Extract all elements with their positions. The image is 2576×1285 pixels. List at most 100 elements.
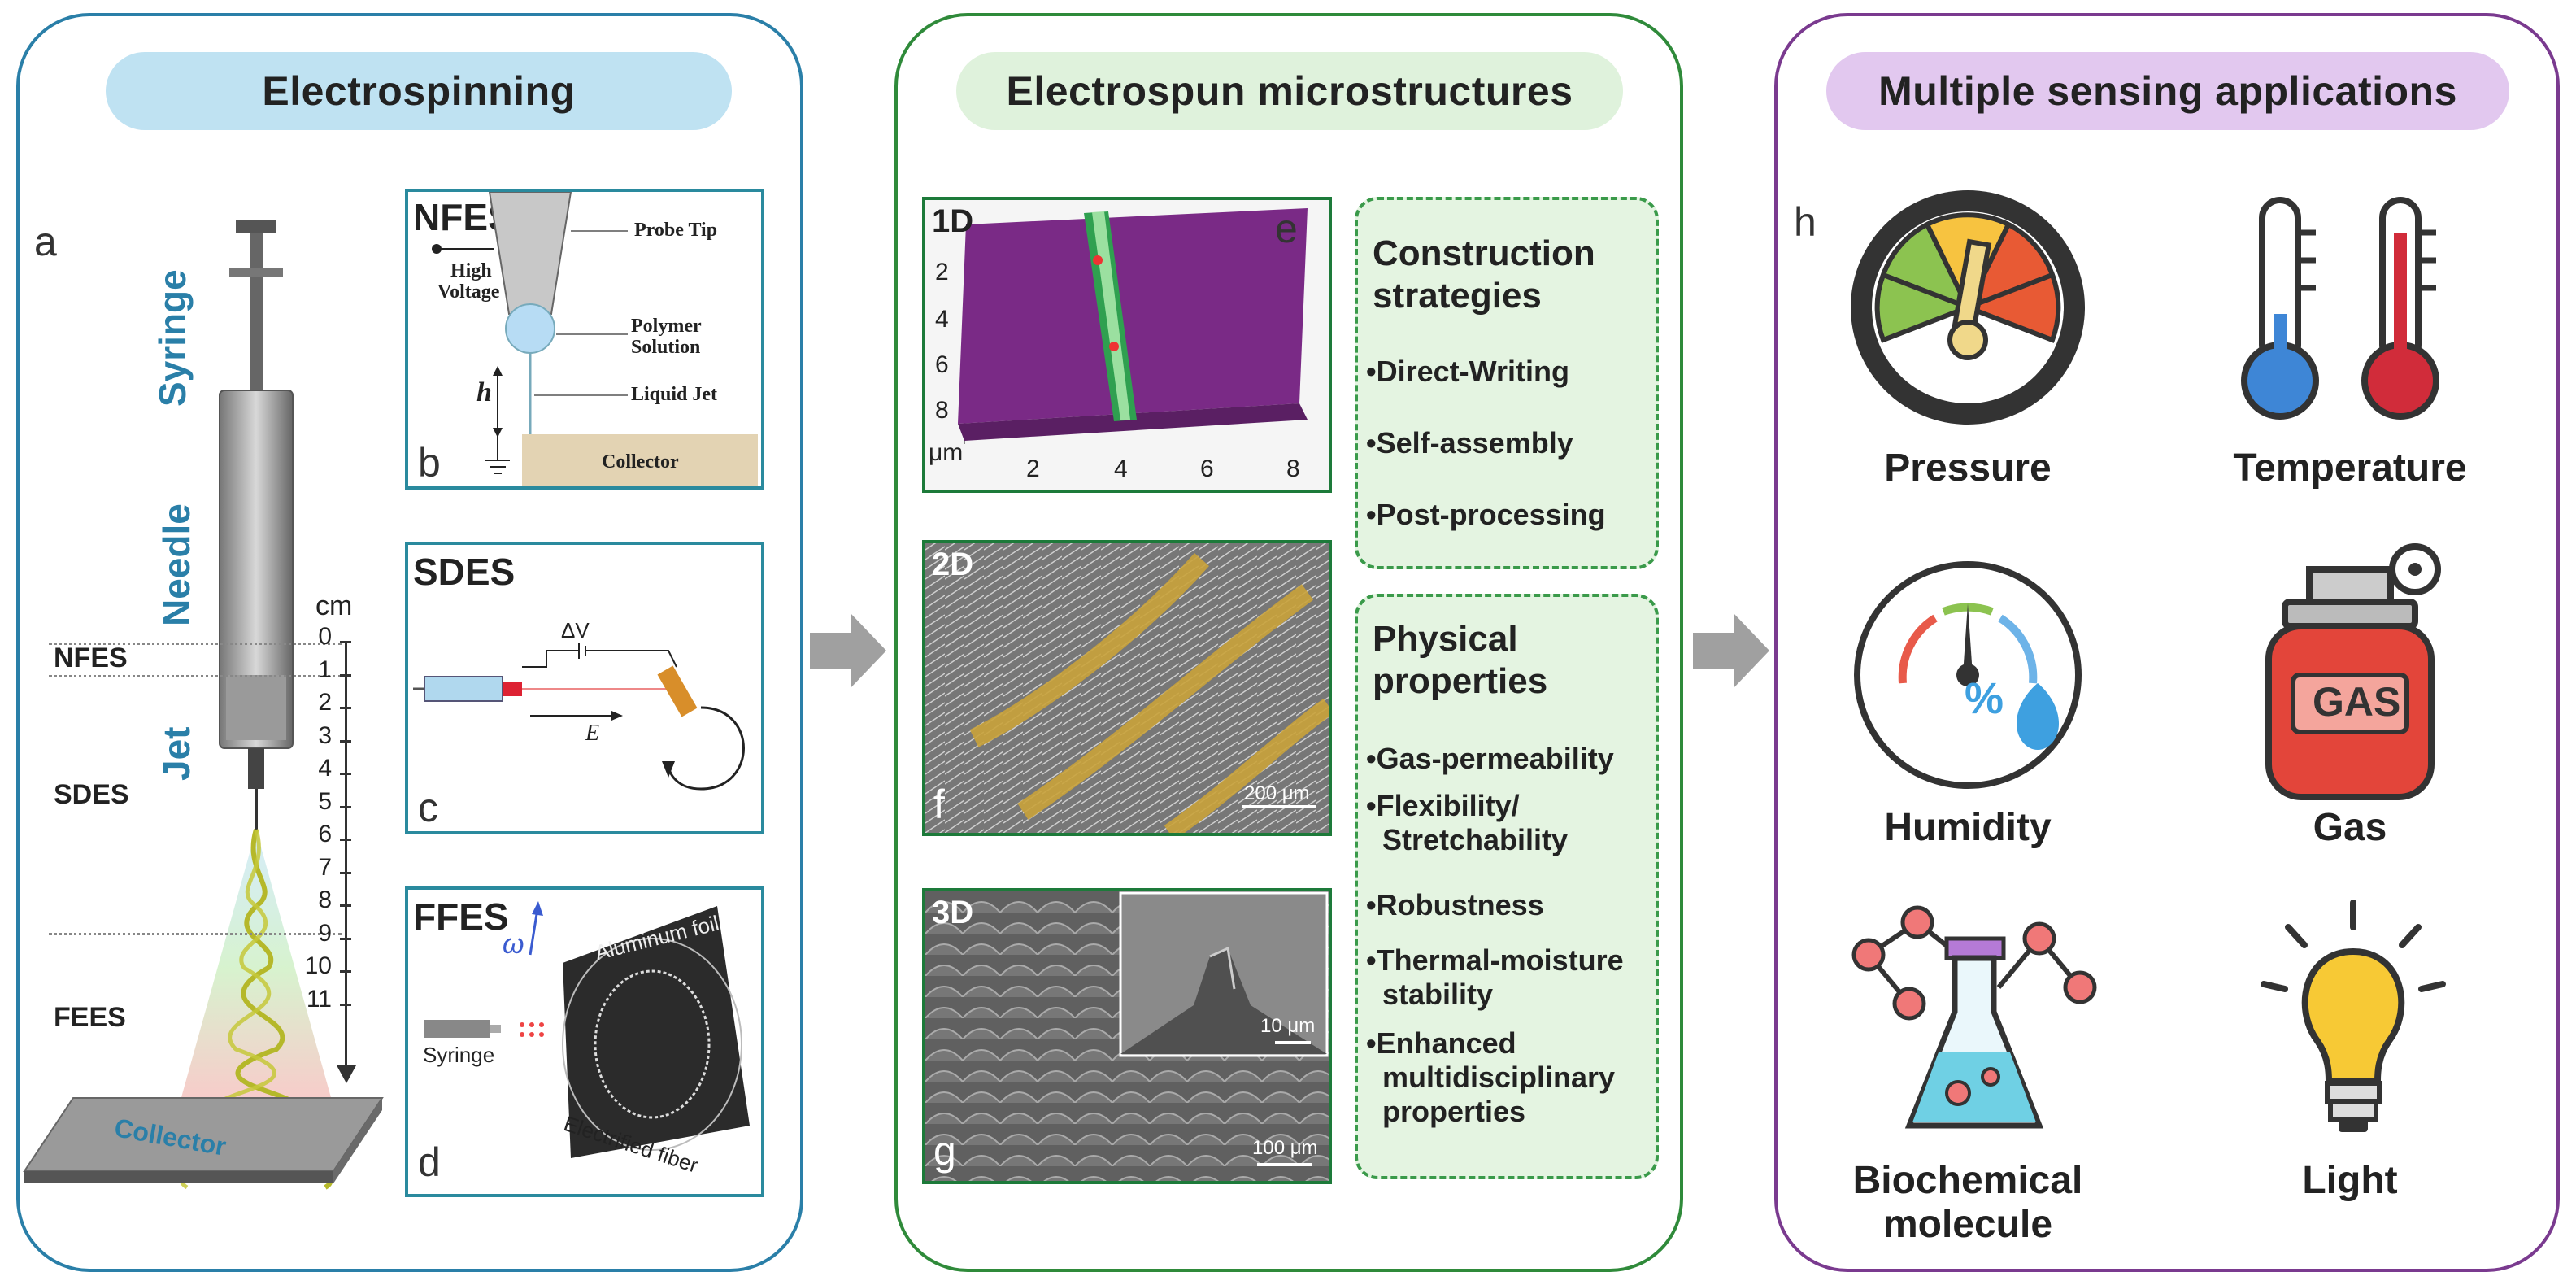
nfes-solution: Solution <box>631 337 701 358</box>
property-item: properties <box>1382 1095 1526 1128</box>
flow-arrow-1 <box>810 613 886 688</box>
ffes-diagram <box>424 901 750 1158</box>
properties-title-2: properties <box>1373 661 1548 701</box>
sdes-bottom-line <box>49 933 342 935</box>
scale-tick <box>340 673 351 677</box>
nfes-voltage: Voltage <box>437 281 500 303</box>
label-molecule: molecule <box>1882 1203 2053 1246</box>
image-3d <box>922 888 1332 1184</box>
ytick-2: 2 <box>935 259 949 285</box>
image-2d <box>922 540 1332 836</box>
humidity-gauge-icon <box>1854 561 2082 789</box>
humidity-percent: % <box>1965 674 2004 723</box>
strategies-box <box>1355 197 1659 569</box>
sdes-title: SDES <box>413 551 516 593</box>
nfes-polymer: Polymer <box>631 316 702 337</box>
sdes-diagram <box>413 642 745 791</box>
property-item: •Flexibility/ <box>1366 789 1520 822</box>
tag-1d: 1D <box>932 203 974 239</box>
scale-tick <box>340 805 351 808</box>
panel-b-letter: b <box>418 440 441 486</box>
syringe-illustration <box>179 220 333 1190</box>
flow-arrow-2 <box>1693 613 1769 688</box>
ytick-4: 4 <box>935 306 949 333</box>
gas-canister-icon <box>2265 543 2441 800</box>
panel-f-letter: f <box>933 782 945 827</box>
scale-tick-label: 7 <box>318 853 332 881</box>
scale-tick-label: 8 <box>318 886 332 913</box>
scale-tick-label: 10 <box>304 952 332 979</box>
property-item: •Thermal-moisture <box>1366 943 1624 977</box>
scale-tick <box>340 641 351 643</box>
light-bulb-icon <box>2261 900 2446 1132</box>
xtick-6: 6 <box>1200 455 1214 482</box>
unit-um: μm <box>929 439 964 466</box>
biochemical-flask-icon <box>1852 905 2097 1129</box>
scale-tick-label: 6 <box>318 821 332 847</box>
syringe-label: Syringe <box>151 269 194 407</box>
strategy-item: •Direct-Writing <box>1366 355 1569 388</box>
panel-g-letter: g <box>933 1128 956 1174</box>
panel-h-letter: h <box>1794 199 1817 245</box>
properties-title-1: Physical <box>1373 619 1518 659</box>
scale-tick-label: 3 <box>318 721 332 749</box>
scale-tick <box>340 773 351 775</box>
panel-c-letter: c <box>418 785 438 830</box>
scale-tick <box>340 871 351 874</box>
scalebar-10: 10 μm <box>1260 1015 1316 1037</box>
tag-2d: 2D <box>932 547 974 582</box>
strategies-title-1: Construction <box>1373 233 1595 273</box>
temperature-thermometer-icon <box>2241 197 2439 420</box>
microstructures-title: Electrospun microstructures <box>956 52 1623 130</box>
panel-e-letter: e <box>1275 206 1298 251</box>
label-biochemical: Biochemical <box>1852 1159 2083 1202</box>
nfes-probe-tip: Probe Tip <box>634 220 718 241</box>
nfes-high: High <box>450 260 492 281</box>
jet-label: Jet <box>155 726 198 781</box>
image-1d <box>922 197 1332 493</box>
nfes-bottom-line <box>49 675 342 677</box>
ytick-6: 6 <box>935 351 949 378</box>
label-temperature: Temperature <box>2233 446 2467 490</box>
label-pressure: Pressure <box>1884 446 2052 490</box>
scale-tick-label: 5 <box>318 787 332 815</box>
scale-tick-label: 4 <box>318 755 332 782</box>
scale-axis <box>345 641 347 1072</box>
ffes-title: FFES <box>413 895 509 938</box>
scalebar-200: 200 μm <box>1244 782 1310 804</box>
strategy-item: •Post-processing <box>1366 498 1606 531</box>
scale-tick <box>340 1003 351 1006</box>
xtick-4: 4 <box>1114 455 1128 482</box>
electrospinning-title: Electrospinning <box>106 52 732 130</box>
scale-arrowhead <box>337 1065 356 1083</box>
nfes-diagram <box>432 192 758 486</box>
region-fees: FEES <box>54 1002 126 1033</box>
scale-tick <box>340 904 351 907</box>
scale-tick <box>340 970 351 973</box>
nfes-top-line <box>49 642 342 645</box>
nfes-liquid-jet: Liquid Jet <box>631 384 718 405</box>
strategy-item: •Self-assembly <box>1366 426 1573 460</box>
strategies-title-2: strategies <box>1373 276 1542 316</box>
tag-3d: 3D <box>932 895 974 930</box>
sdes-dv: ΔV <box>561 618 590 642</box>
ytick-8: 8 <box>935 397 949 424</box>
label-light: Light <box>2302 1159 2398 1202</box>
scale-tick <box>340 707 351 709</box>
ffes-syringe: Syringe <box>423 1043 495 1067</box>
cm-unit: cm <box>315 590 353 621</box>
scale-tick-label: 2 <box>318 689 332 716</box>
property-item: stability <box>1382 978 1494 1011</box>
label-gas: Gas <box>2313 806 2387 849</box>
xtick-8: 8 <box>1286 455 1300 482</box>
region-nfes: NFES <box>54 642 128 673</box>
scale-tick <box>340 937 351 940</box>
panel-d-letter: d <box>418 1139 441 1185</box>
needle-label: Needle <box>155 503 198 626</box>
pressure-gauge-icon <box>1851 190 2085 425</box>
property-item: •Gas-permeability <box>1366 742 1614 775</box>
ffes-omega: ω <box>503 929 524 960</box>
region-sdes: SDES <box>54 779 129 810</box>
property-item: multidisciplinary <box>1382 1061 1616 1094</box>
scale-tick-label: 9 <box>318 919 332 947</box>
